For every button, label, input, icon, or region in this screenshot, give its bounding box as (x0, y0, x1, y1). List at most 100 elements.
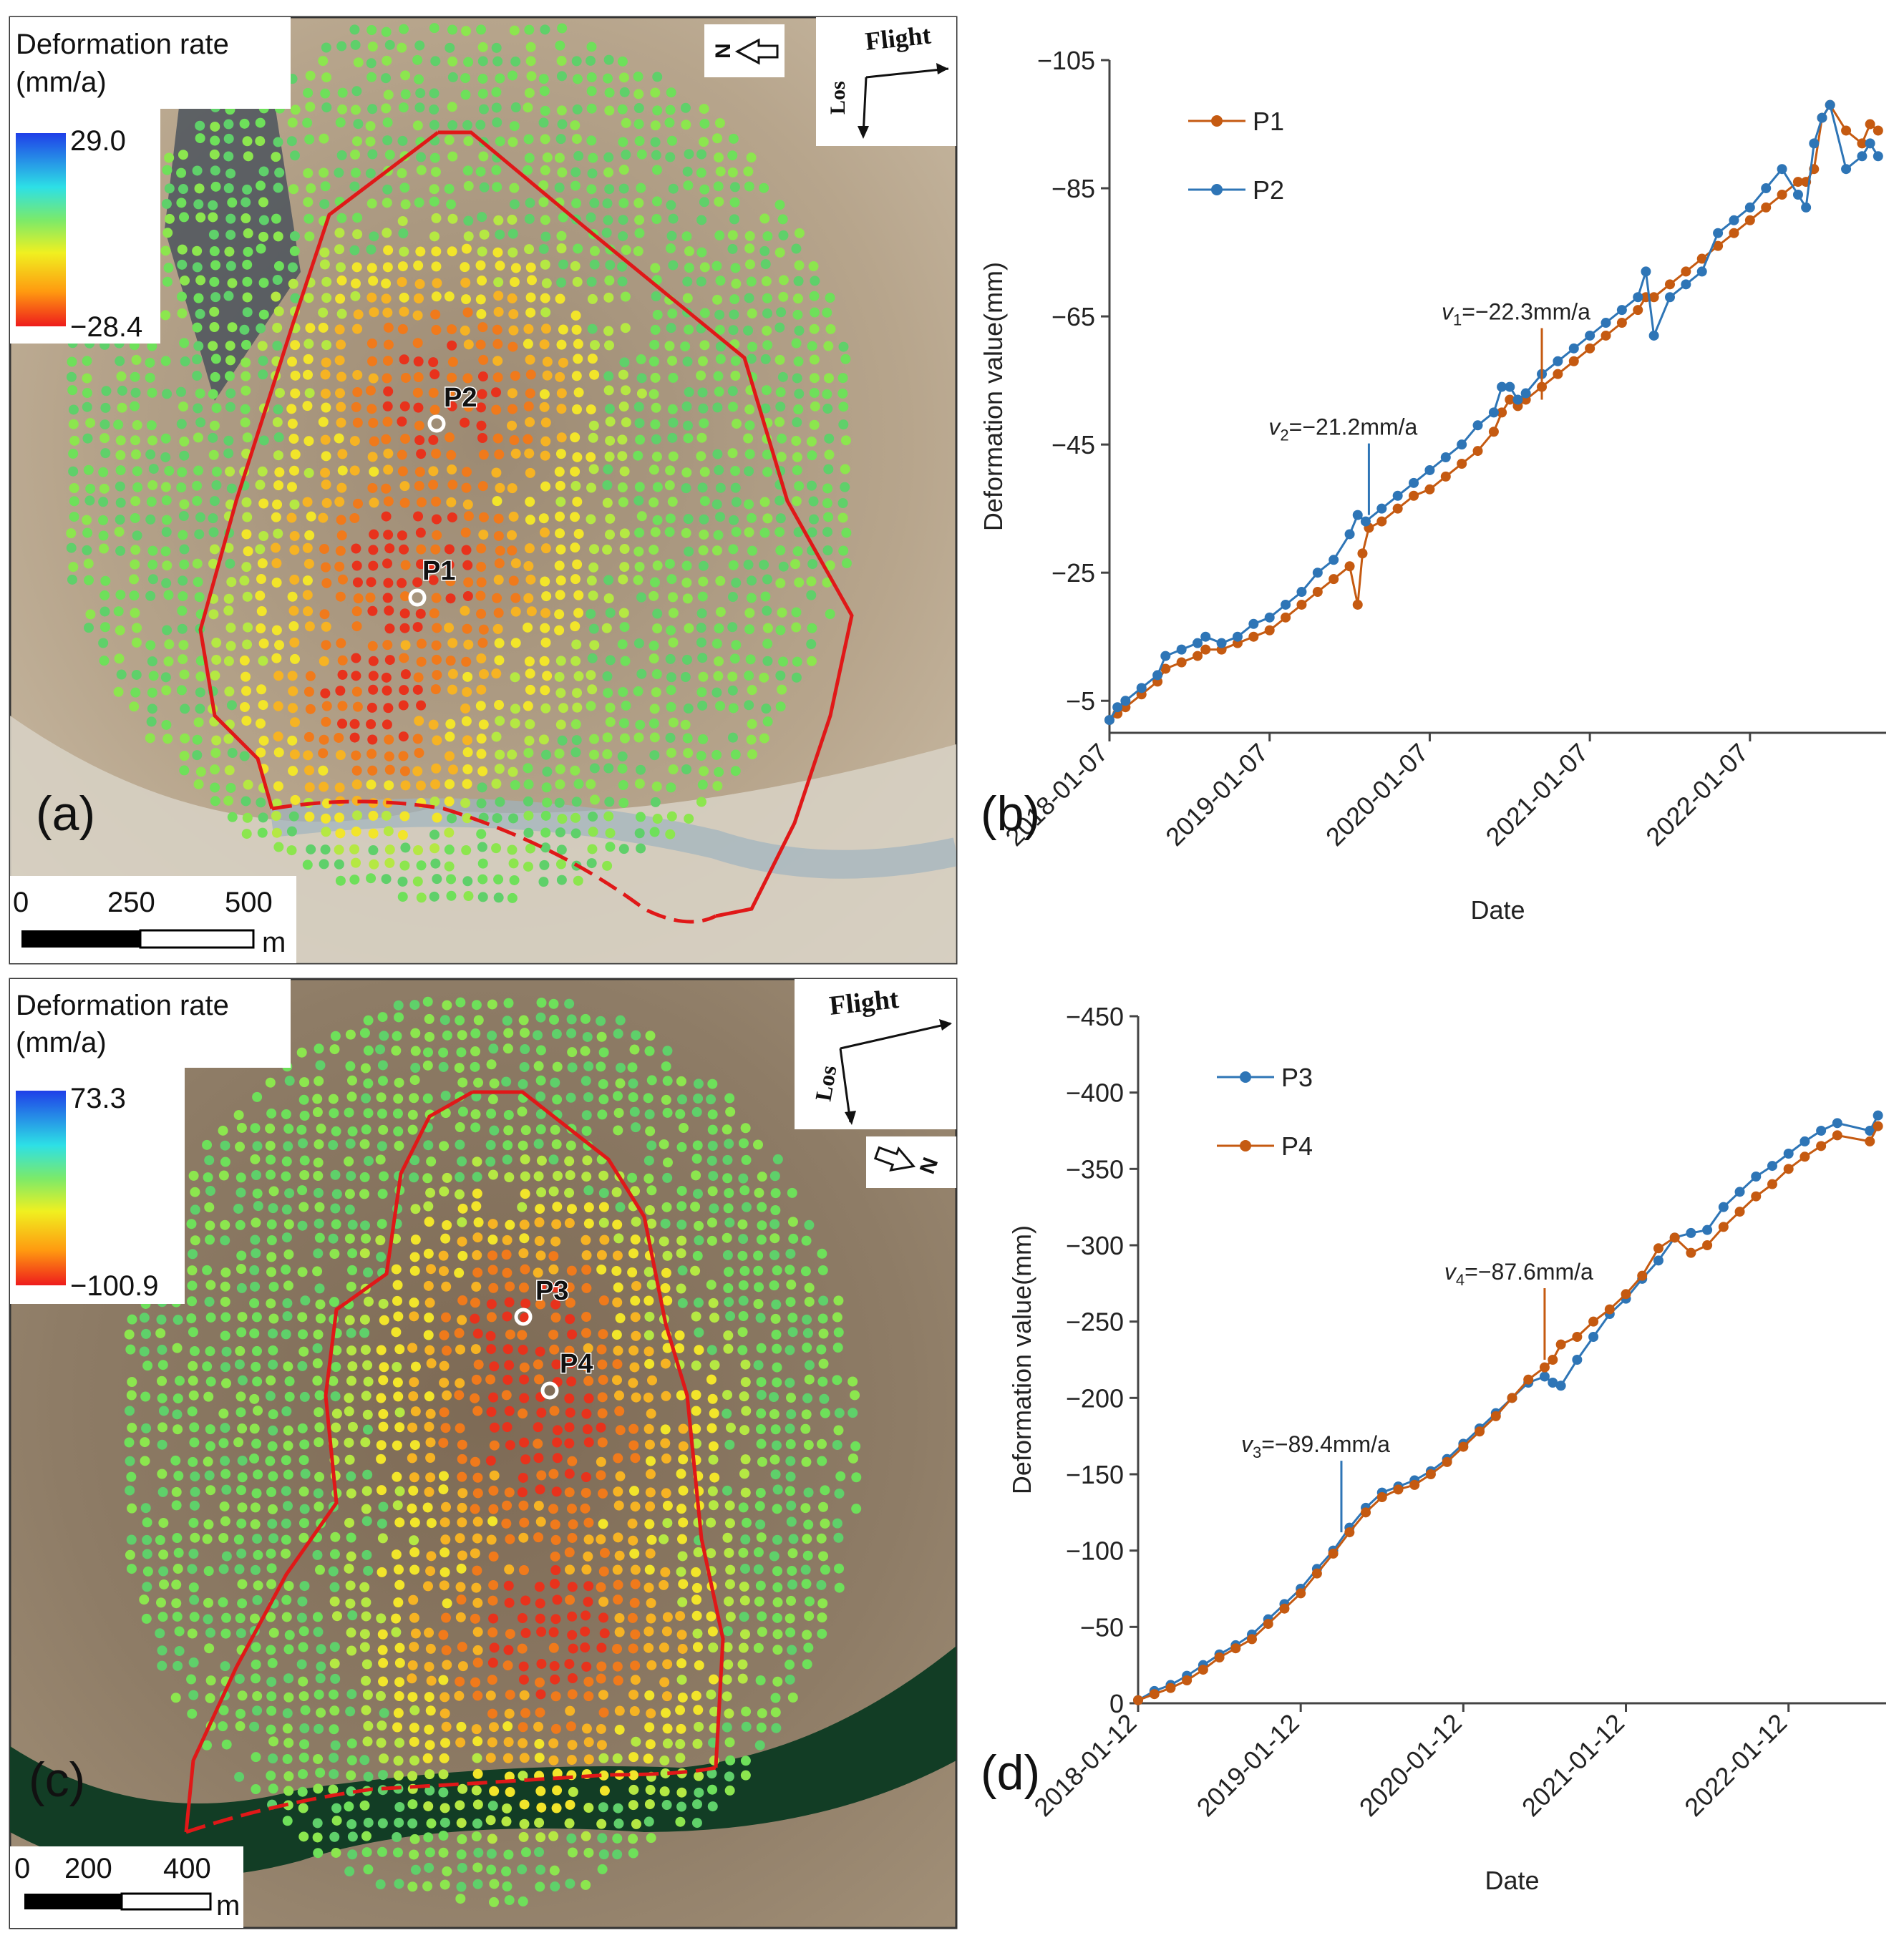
ps-point (707, 1486, 718, 1496)
ps-point (428, 560, 439, 571)
ps-point (424, 1692, 434, 1703)
ps-point (603, 575, 614, 585)
ps-point (210, 260, 221, 271)
ps-point (440, 1738, 451, 1748)
ps-point (470, 1504, 480, 1514)
ps-point (662, 1157, 673, 1168)
ps-point (345, 1706, 356, 1717)
ps-point (431, 763, 442, 774)
ps-point (524, 543, 535, 554)
data-point-P2 (1809, 138, 1820, 149)
ps-point (824, 433, 835, 444)
ps-point (321, 497, 332, 508)
ps-point (330, 1673, 341, 1684)
ps-point (192, 165, 203, 176)
ps-point (210, 371, 220, 382)
ps-point (173, 1424, 183, 1435)
ps-point (438, 1831, 449, 1841)
ps-point (523, 323, 534, 334)
ps-point (147, 656, 157, 667)
ps-point (179, 559, 190, 570)
ps-point (823, 512, 834, 522)
ps-point (476, 608, 487, 619)
ps-point (617, 751, 628, 761)
ps-point (298, 1486, 309, 1497)
ps-point (225, 782, 236, 793)
ps-point (627, 1612, 638, 1623)
ps-point (281, 1534, 291, 1545)
ps-point (662, 1659, 673, 1670)
ps-point (772, 1154, 783, 1164)
ps-point (346, 1786, 356, 1797)
ps-point (540, 842, 551, 853)
ps-point (223, 593, 234, 604)
ps-point (806, 656, 817, 666)
ps-point (337, 701, 348, 711)
ps-point (361, 1391, 371, 1401)
ps-point (413, 293, 424, 304)
ps-point (359, 1328, 370, 1338)
ps-point (321, 102, 332, 113)
ps-point (580, 1642, 591, 1653)
ps-point (266, 1169, 276, 1180)
ps-point (224, 371, 235, 381)
ps-point (572, 452, 583, 462)
ps-point (69, 482, 79, 493)
ps-point (258, 812, 268, 823)
ps-point (722, 1408, 732, 1419)
ps-point (706, 1548, 717, 1559)
data-point-P2 (1440, 452, 1451, 463)
ps-point (495, 482, 505, 493)
ps-point (195, 671, 206, 682)
ps-point (320, 181, 331, 192)
ps-point (643, 1267, 654, 1277)
ps-point (415, 780, 426, 791)
ps-point (288, 184, 299, 195)
ps-point (393, 1771, 404, 1781)
ps-point (541, 278, 552, 288)
panel-a-colorbar (16, 133, 66, 326)
ps-point (840, 354, 851, 364)
ps-point (193, 432, 203, 443)
ps-point (818, 1295, 829, 1306)
ps-point (617, 104, 628, 115)
ps-point (331, 1611, 342, 1622)
ps-point (583, 1534, 594, 1545)
ps-point (598, 1047, 609, 1058)
ps-point (344, 1107, 354, 1118)
ps-point (535, 1484, 545, 1495)
ps-point (205, 1441, 216, 1451)
ps-point (598, 1770, 609, 1781)
ps-point (316, 1124, 326, 1134)
ps-point (237, 1312, 248, 1323)
ps-point (709, 1472, 720, 1483)
ps-point (179, 212, 190, 223)
ps-point (802, 1550, 813, 1561)
ps-point (132, 623, 142, 633)
ps-point (304, 765, 315, 776)
ps-point (550, 1551, 560, 1562)
ps-point (802, 1393, 813, 1403)
ps-point (407, 1692, 418, 1703)
ps-point (463, 639, 474, 650)
ps-point (566, 1833, 577, 1844)
ps-point (631, 1217, 641, 1227)
ps-point (621, 417, 631, 428)
ps-point (400, 669, 411, 680)
ps-point (774, 200, 785, 210)
ps-point (336, 371, 346, 382)
ps-point (115, 356, 125, 366)
data-point-P4 (1328, 1548, 1339, 1559)
ps-point (299, 1581, 310, 1592)
ps-point (282, 1816, 293, 1826)
ps-point (724, 1188, 734, 1199)
ps-point (312, 1343, 323, 1353)
ps-point (377, 1189, 388, 1199)
ps-point (460, 262, 470, 273)
ps-point (288, 434, 299, 444)
ps-point (636, 388, 647, 399)
ps-point (598, 1078, 608, 1089)
ps-point (240, 404, 251, 414)
ps-point (365, 168, 376, 179)
ps-point (646, 1833, 656, 1844)
